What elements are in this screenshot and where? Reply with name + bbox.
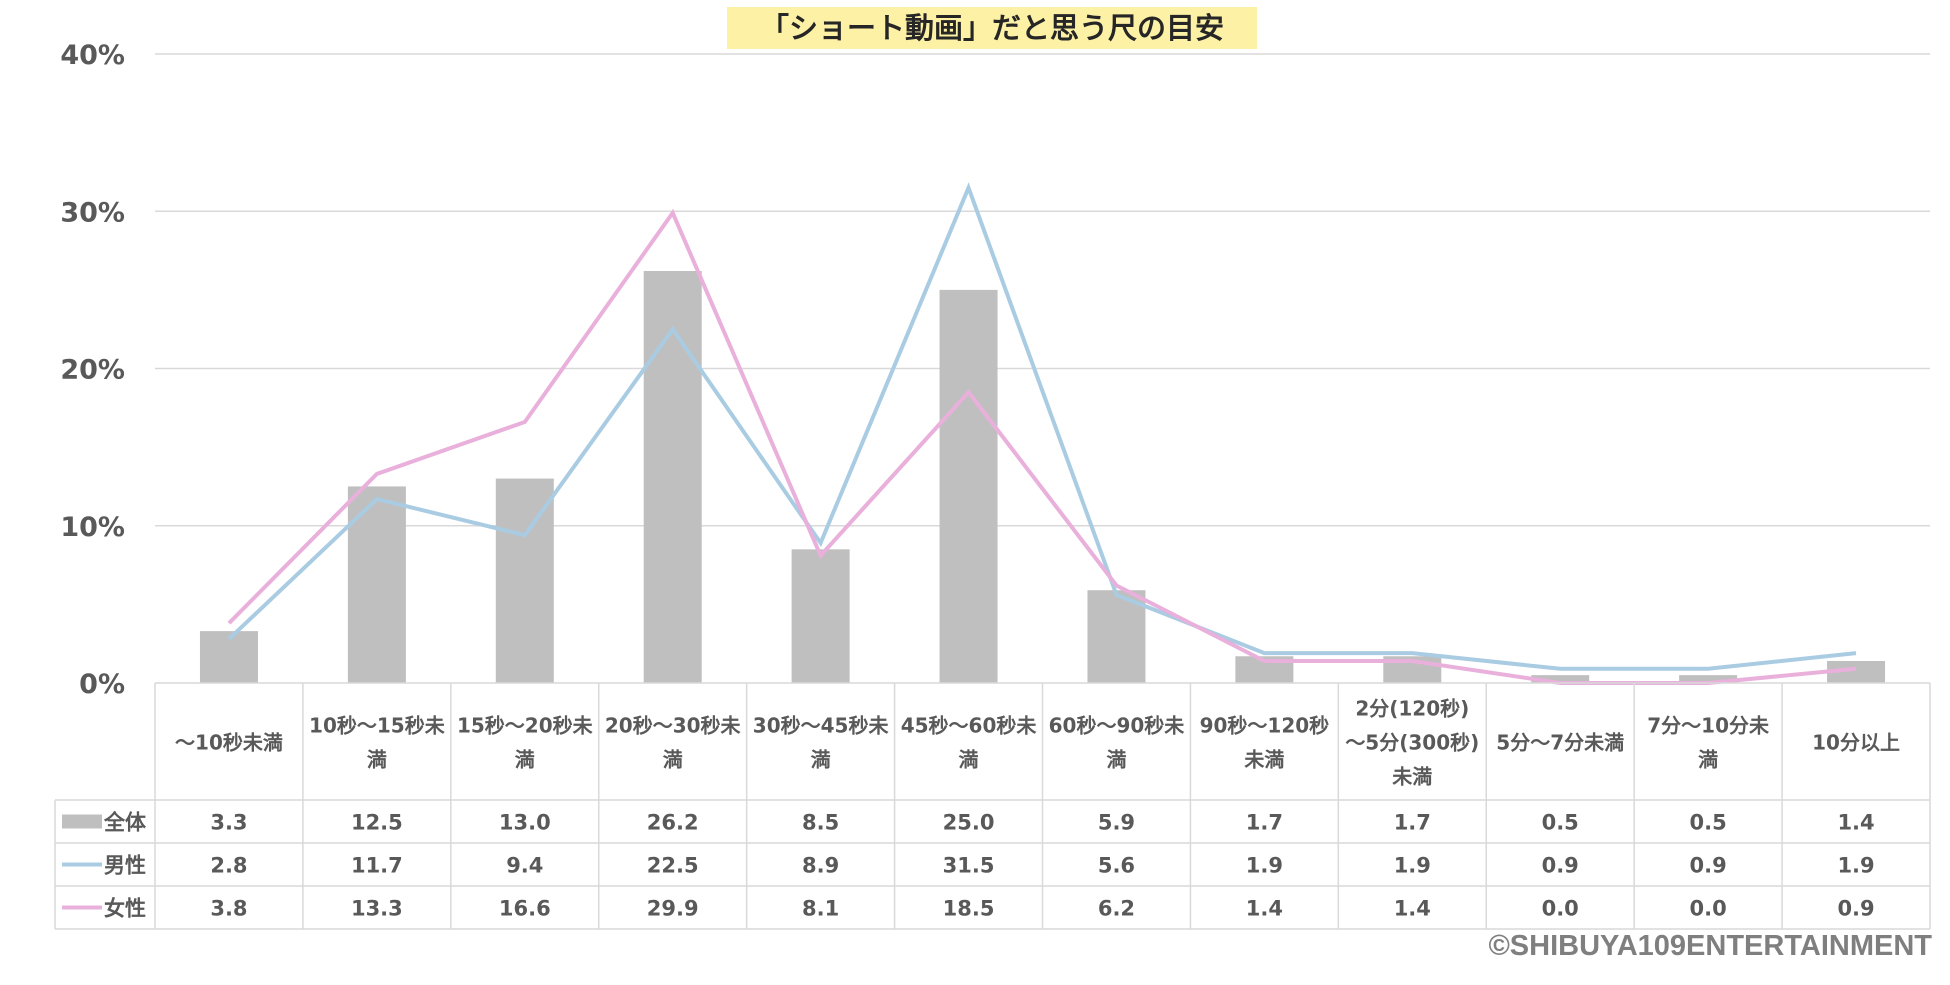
data-label: 29.9 bbox=[647, 897, 699, 921]
data-label: 5.6 bbox=[1098, 854, 1135, 878]
data-label: 0.0 bbox=[1690, 897, 1727, 921]
data-label: 0.0 bbox=[1542, 897, 1579, 921]
bar bbox=[1087, 590, 1146, 683]
bar bbox=[791, 549, 850, 683]
data-label: 31.5 bbox=[943, 854, 995, 878]
data-label: 1.7 bbox=[1246, 811, 1283, 835]
data-label: 2.8 bbox=[210, 854, 247, 878]
x-tick-label: 10分以上 bbox=[1812, 731, 1900, 755]
y-tick-label: 10% bbox=[60, 512, 125, 543]
x-tick-label: 45秒～60秒未満 bbox=[901, 714, 1037, 772]
data-label: 1.4 bbox=[1837, 811, 1874, 835]
bar bbox=[1827, 660, 1886, 683]
data-label: 18.5 bbox=[943, 897, 995, 921]
bar bbox=[939, 289, 998, 683]
data-label: 12.5 bbox=[351, 811, 403, 835]
data-label: 22.5 bbox=[647, 854, 699, 878]
x-tick-label: 90秒～120秒未満 bbox=[1200, 714, 1330, 772]
bar bbox=[495, 478, 554, 683]
series-line bbox=[227, 182, 1857, 671]
data-label: 25.0 bbox=[943, 811, 995, 835]
x-tick-label: ～10秒未満 bbox=[175, 731, 283, 755]
chart-title: 「ショート動画」だと思う尺の目安 bbox=[727, 7, 1257, 49]
data-label: 3.8 bbox=[210, 897, 247, 921]
legend-label: 男性 bbox=[104, 854, 146, 878]
data-label: 0.9 bbox=[1837, 897, 1874, 921]
bar bbox=[1679, 675, 1738, 683]
x-tick-label: 60秒～90秒未満 bbox=[1049, 714, 1185, 772]
data-label: 0.9 bbox=[1542, 854, 1579, 878]
legend-label: 女性 bbox=[104, 897, 146, 921]
data-label: 11.7 bbox=[351, 854, 403, 878]
data-label: 8.9 bbox=[802, 854, 839, 878]
data-label: 6.2 bbox=[1098, 897, 1135, 921]
bar bbox=[199, 631, 258, 683]
bar bbox=[643, 271, 702, 683]
data-label: 13.3 bbox=[351, 897, 403, 921]
legend-label: 全体 bbox=[103, 811, 147, 835]
data-label: 1.9 bbox=[1394, 854, 1431, 878]
x-tick-label: 5分～7分未満 bbox=[1496, 731, 1624, 755]
x-tick-label: 7分～10分未満 bbox=[1647, 714, 1769, 772]
data-label: 1.4 bbox=[1394, 897, 1431, 921]
data-label: 26.2 bbox=[647, 811, 699, 835]
data-label: 13.0 bbox=[499, 811, 551, 835]
data-label: 1.9 bbox=[1837, 854, 1874, 878]
data-label: 3.3 bbox=[210, 811, 247, 835]
data-label: 1.7 bbox=[1394, 811, 1431, 835]
data-label: 8.5 bbox=[802, 811, 839, 835]
copyright-text: ©SHIBUYA109ENTERTAINMENT bbox=[1488, 930, 1932, 962]
x-tick-label: 15秒～20秒未満 bbox=[457, 714, 593, 772]
x-tick-label: 10秒～15秒未満 bbox=[309, 714, 445, 772]
x-tick-label: 30秒～45秒未満 bbox=[753, 714, 889, 772]
x-tick-label: 20秒～30秒未満 bbox=[605, 714, 741, 772]
legend-swatch bbox=[62, 814, 102, 829]
x-tick-label: 2分(120秒)～5分(300秒)未満 bbox=[1345, 697, 1479, 789]
data-label: 1.9 bbox=[1246, 854, 1283, 878]
series-line bbox=[227, 208, 1857, 685]
y-tick-label: 0% bbox=[79, 669, 125, 700]
data-label: 9.4 bbox=[506, 854, 543, 878]
data-label: 5.9 bbox=[1098, 811, 1135, 835]
y-tick-label: 30% bbox=[60, 197, 125, 228]
y-tick-label: 20% bbox=[60, 355, 125, 386]
data-label: 0.5 bbox=[1690, 811, 1727, 835]
y-tick-label: 40% bbox=[60, 40, 125, 71]
data-label: 0.5 bbox=[1542, 811, 1579, 835]
data-label: 16.6 bbox=[499, 897, 551, 921]
data-label: 0.9 bbox=[1690, 854, 1727, 878]
data-label: 1.4 bbox=[1246, 897, 1283, 921]
bar bbox=[1531, 675, 1590, 683]
data-label: 8.1 bbox=[802, 897, 839, 921]
